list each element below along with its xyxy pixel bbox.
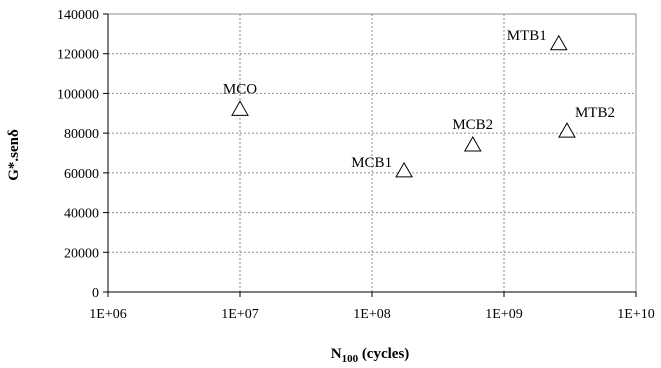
- points-layer: [231, 34, 576, 178]
- y-tick-label: 0: [92, 286, 99, 301]
- point-label-mco: MCO: [223, 81, 257, 97]
- x-axis-title: N100 (cycles): [331, 346, 410, 365]
- y-tick-label: 20000: [64, 246, 99, 261]
- x-tick-label: 1E+09: [485, 307, 522, 322]
- x-tick-label: 1E+07: [221, 307, 258, 322]
- labels-layer: MCO MCB1 MCB2 MTB1 MTB2: [223, 28, 615, 171]
- grid-layer: [107, 13, 637, 293]
- data-point-mcb2: [463, 136, 482, 152]
- x-tick-label: 1E+10: [617, 307, 654, 322]
- y-tick-label: 120000: [57, 48, 99, 63]
- y-tick-label: 40000: [64, 207, 99, 222]
- x-axis-title-main: N: [331, 346, 342, 362]
- x-tick-label: 1E+08: [353, 307, 390, 322]
- point-label-mcb2: MCB2: [452, 117, 493, 133]
- data-point-mco: [231, 100, 249, 116]
- data-point-mcb1: [395, 161, 413, 178]
- axes-layer: 0 20000 40000 60000 80000 100000 120000 140000 1…: [57, 8, 655, 322]
- y-axis-title: G*.senδ: [6, 129, 22, 181]
- y-tick-label: 140000: [57, 8, 99, 23]
- point-label-mtb1: MTB1: [507, 28, 547, 44]
- y-tick-label: 80000: [64, 127, 99, 142]
- point-label-mtb2: MTB2: [575, 105, 615, 121]
- x-axis-title-subscript: 100: [342, 353, 359, 365]
- data-point-mtb2: [558, 122, 576, 138]
- data-point-mtb1: [549, 34, 568, 51]
- x-tick-label: 1E+06: [89, 307, 126, 322]
- point-label-mcb1: MCB1: [351, 155, 392, 171]
- y-tick-label: 100000: [57, 87, 99, 102]
- x-axis-title-unit: (cycles): [358, 346, 409, 362]
- y-tick-label: 60000: [64, 167, 99, 182]
